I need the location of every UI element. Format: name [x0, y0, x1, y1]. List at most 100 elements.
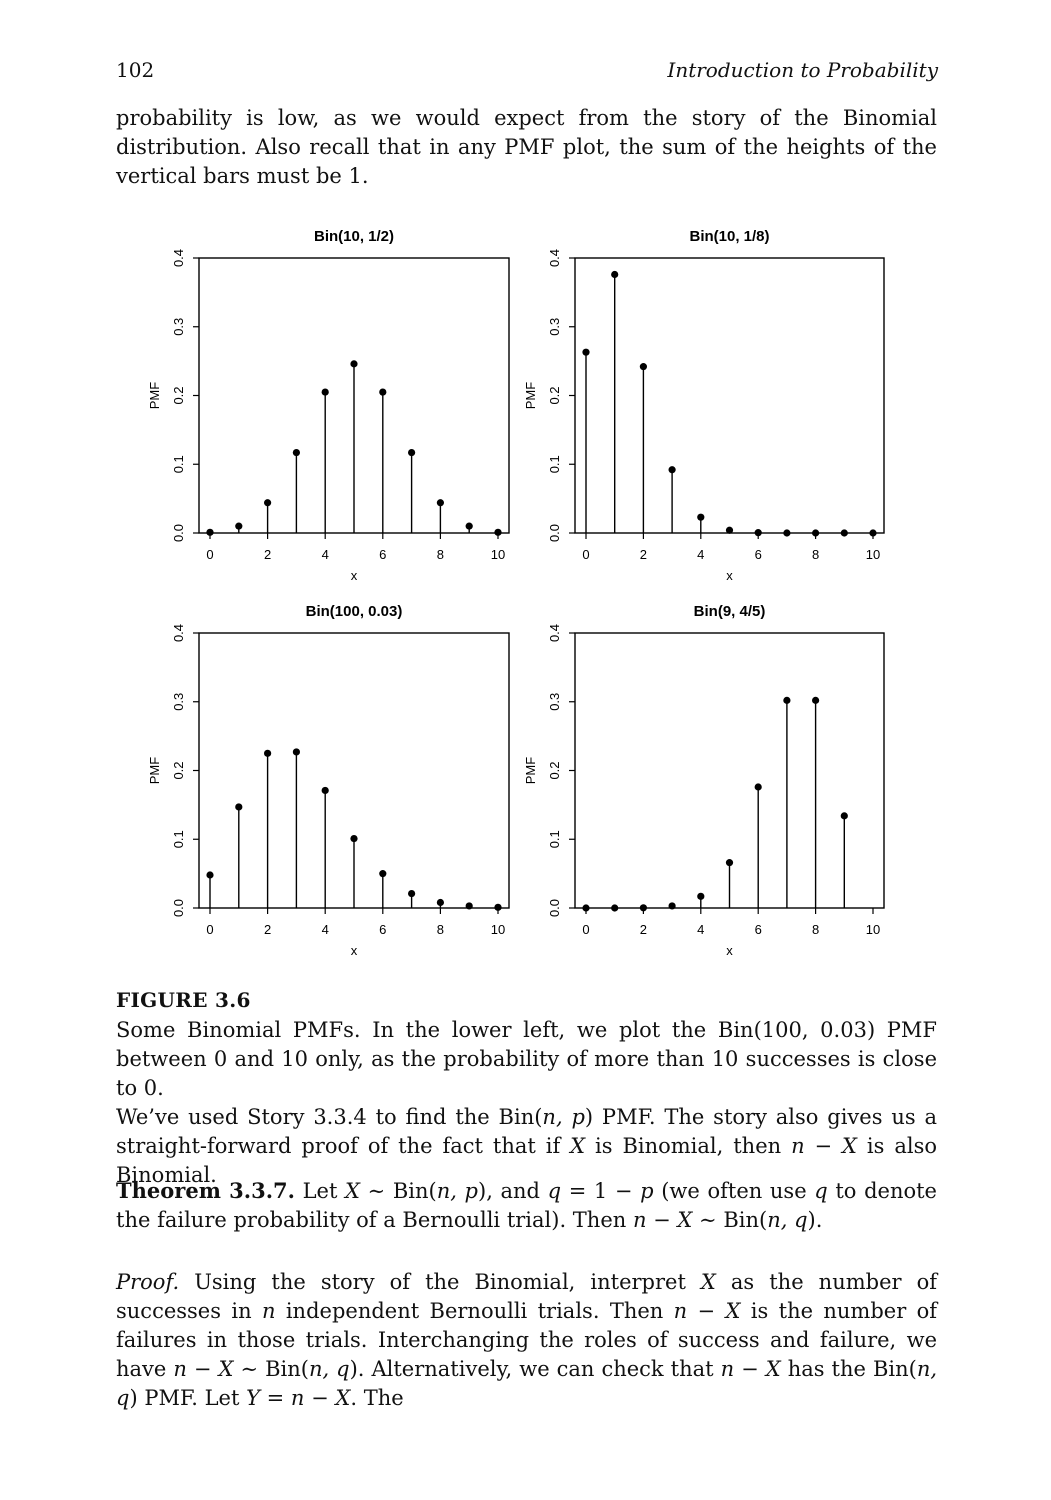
pmf-point [783, 529, 791, 537]
pmf-point [639, 904, 647, 912]
figure-3-6: Bin(10, 1/2) 0 2 4 6 8 10 0.0 0.1 0.2 0.3 0.4 x PMF Bi… [140, 215, 900, 975]
figure-caption: Some Binomial PMFs. In the lower left, w… [116, 1018, 937, 1100]
x-axis-label: x [351, 943, 358, 958]
intro-paragraph: probability is low, as we would expect f… [116, 106, 937, 188]
pmf-point [840, 812, 848, 820]
y-tick-label: 0.2 [171, 386, 186, 404]
y-tick-label: 0.3 [547, 693, 562, 711]
y-axis-label: PMF [523, 382, 538, 410]
pmf-point [754, 783, 762, 791]
pmf-point [611, 904, 619, 912]
theorem-3-3-7: Theorem 3.3.7. Let X ∼ Bin(n, p), and q … [116, 1178, 937, 1232]
pmf-point [639, 363, 647, 371]
figure-label: FIGURE 3.6 [116, 988, 251, 1012]
panel-title: Bin(100, 0.03) [306, 603, 403, 620]
y-tick-label: 0.3 [171, 693, 186, 711]
pmf-point [235, 522, 243, 530]
pmf-point [235, 803, 243, 811]
x-tick-label: 2 [264, 922, 271, 937]
pmf-point [494, 903, 502, 911]
x-tick-label: 6 [379, 547, 386, 562]
y-axis-label: PMF [147, 382, 162, 410]
pmf-figure-svg: Bin(10, 1/2) 0 2 4 6 8 10 0.0 0.1 0.2 0.3 0.4 x PMF Bi… [147, 228, 885, 958]
x-tick-label: 10 [866, 547, 880, 562]
x-tick-label: 8 [812, 922, 819, 937]
x-tick-label: 0 [582, 547, 589, 562]
y-tick-label: 0.0 [171, 524, 186, 542]
y-tick-label: 0.2 [171, 761, 186, 779]
y-tick-label: 0.4 [171, 249, 186, 267]
x-tick-label: 2 [264, 547, 271, 562]
y-tick-label: 0.1 [547, 455, 562, 473]
x-axis-label: x [351, 568, 358, 583]
pmf-point [292, 448, 300, 457]
pmf-panel-3: Bin(100, 0.03) 0 2 4 6 8 10 0.0 0.1 0.2 0.3 0.4 x PMF [147, 603, 510, 958]
y-tick-label: 0.3 [171, 318, 186, 336]
pmf-point [436, 898, 444, 907]
pmf-point [611, 270, 619, 279]
x-tick-label: 4 [322, 547, 329, 562]
x-tick-label: 4 [697, 547, 704, 562]
pmf-point [206, 528, 214, 536]
y-tick-label: 0.3 [547, 318, 562, 336]
y-axis-label: PMF [523, 757, 538, 785]
y-tick-label: 0.1 [171, 455, 186, 473]
plot-frame [574, 257, 885, 534]
pmf-point [264, 749, 272, 757]
pmf-point [350, 834, 358, 843]
page-number: 102 [116, 58, 155, 82]
x-tick-label: 10 [491, 547, 505, 562]
x-tick-label: 0 [206, 922, 213, 937]
x-tick-label: 2 [640, 922, 647, 937]
y-tick-label: 0.1 [547, 830, 562, 848]
y-tick-label: 0.4 [547, 624, 562, 642]
y-tick-label: 0.0 [547, 524, 562, 542]
y-tick-label: 0.2 [547, 386, 562, 404]
pmf-point [668, 466, 676, 474]
x-axis-label: x [726, 568, 733, 583]
theorem-label: Theorem 3.3.7. [116, 1178, 295, 1203]
x-axis-label: x [726, 943, 733, 958]
pmf-point [582, 904, 590, 912]
pmf-panel-1: Bin(10, 1/2) 0 2 4 6 8 10 0.0 0.1 0.2 0.3 0.4 x PMF [147, 228, 510, 583]
proof-paragraph: Proof. Using the story of the Binomial, … [116, 1270, 938, 1410]
pmf-point [812, 529, 820, 537]
pmf-point [725, 859, 734, 867]
pmf-point [812, 696, 820, 704]
y-tick-label: 0.1 [171, 830, 186, 848]
pmf-point [206, 871, 214, 879]
pmf-point [436, 499, 444, 507]
y-tick-label: 0.0 [171, 899, 186, 917]
x-tick-label: 10 [491, 922, 505, 937]
y-axis-label: PMF [147, 757, 162, 785]
pmf-point [754, 529, 762, 537]
pmf-point [783, 696, 791, 704]
pmf-point [321, 388, 329, 396]
x-tick-label: 2 [640, 547, 647, 562]
x-tick-label: 6 [755, 547, 762, 562]
pmf-point [321, 786, 329, 795]
pmf-point [465, 902, 473, 910]
x-tick-label: 10 [866, 922, 880, 937]
x-tick-label: 0 [582, 922, 589, 937]
panel-title: Bin(9, 4/5) [694, 603, 766, 620]
pmf-panel-4: Bin(9, 4/5) 0 2 4 6 8 10 0.0 0.1 0.2 0.3 0.4 x PMF [523, 603, 885, 958]
pmf-point [668, 902, 676, 910]
pmf-point [697, 513, 705, 521]
x-tick-label: 8 [812, 547, 819, 562]
x-tick-label: 8 [437, 547, 444, 562]
x-tick-label: 6 [755, 922, 762, 937]
pmf-point [582, 348, 590, 356]
paragraph-story: We’ve used Story 3.3.4 to find the Bin(n… [116, 1105, 937, 1187]
y-tick-label: 0.0 [547, 899, 562, 917]
pmf-point [494, 528, 502, 536]
pmf-point [264, 499, 272, 507]
pmf-point [840, 529, 848, 537]
y-tick-label: 0.4 [547, 249, 562, 267]
pmf-point [697, 892, 705, 900]
panel-title: Bin(10, 1/8) [689, 228, 769, 245]
panel-title: Bin(10, 1/2) [314, 228, 394, 245]
pmf-point [292, 748, 300, 756]
pmf-point [379, 388, 387, 396]
proof-label: Proof. [116, 1270, 180, 1294]
